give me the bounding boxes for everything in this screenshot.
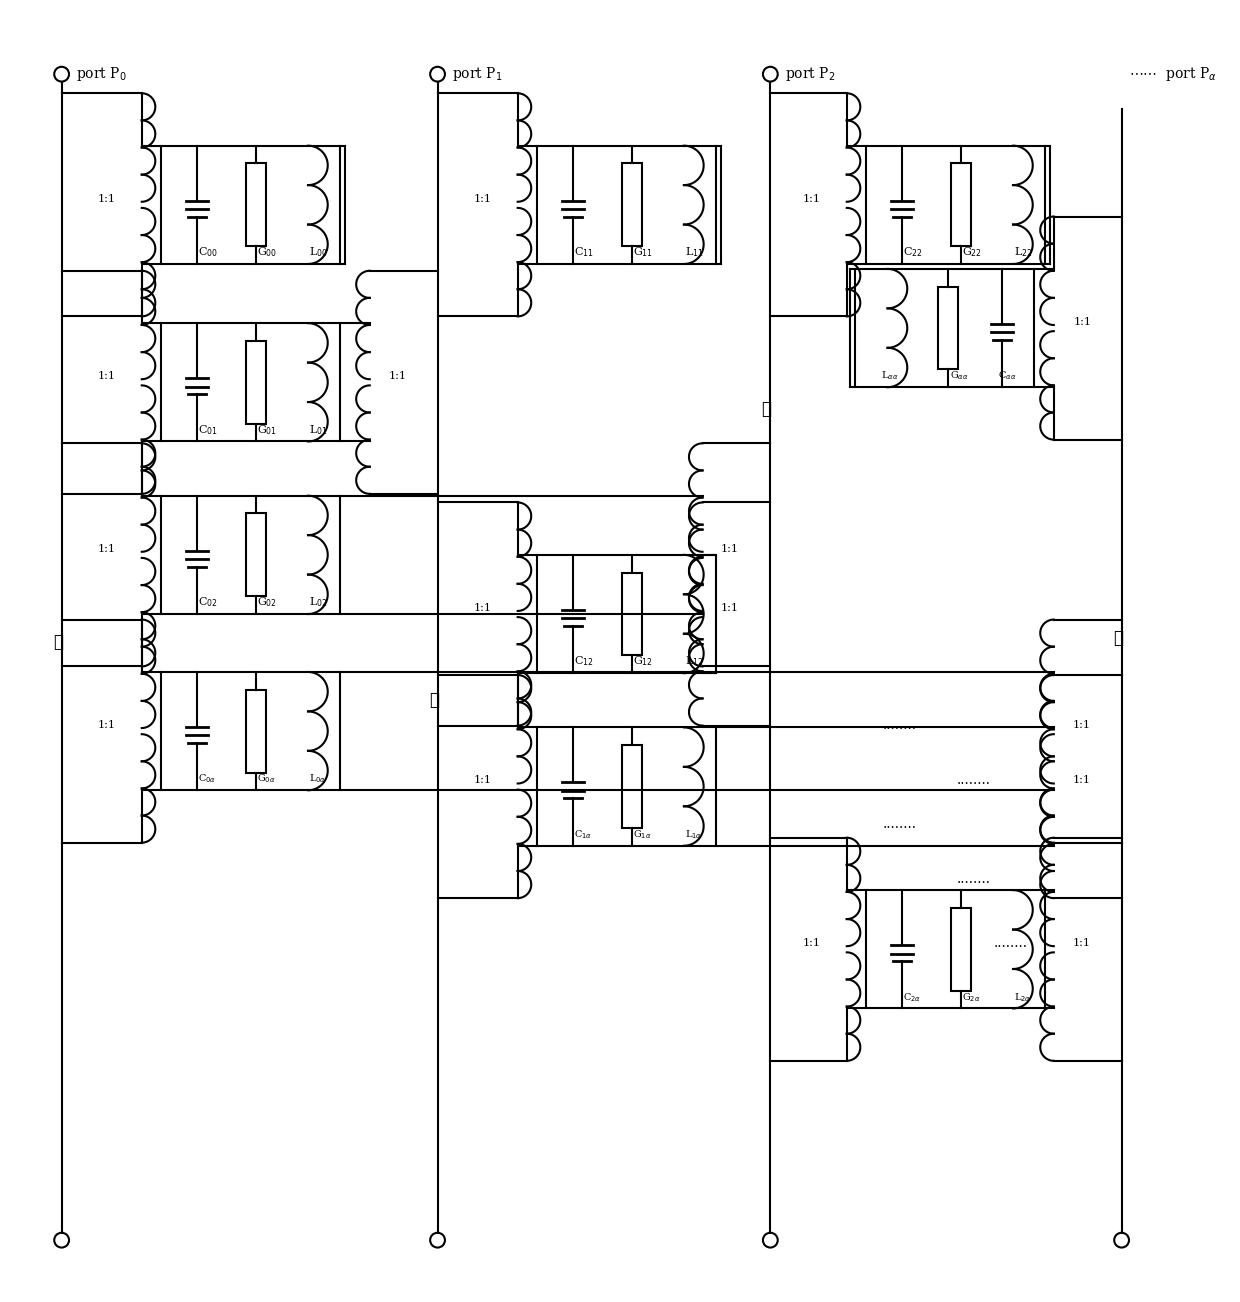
Bar [247,341,267,423]
Text: 1:1: 1:1 [1073,776,1090,785]
Bar [951,907,971,991]
Text: 1:1: 1:1 [98,544,115,553]
Text: L$_{0\alpha}$: L$_{0\alpha}$ [309,772,326,785]
Bar [161,496,340,615]
Text: 1:1: 1:1 [98,720,115,730]
Bar [537,146,715,264]
Text: G$_{12}$: G$_{12}$ [634,655,653,668]
Text: G$_{22}$: G$_{22}$ [962,245,982,259]
Text: C$_{00}$: C$_{00}$ [198,245,218,259]
Text: ........: ........ [883,816,916,831]
Text: 1:1: 1:1 [1073,939,1090,948]
Text: G$_{00}$: G$_{00}$ [258,245,278,259]
Bar [247,513,267,596]
Bar [247,690,267,772]
Text: $\cdots\cdots$  port P$_\alpha$: $\cdots\cdots$ port P$_\alpha$ [1128,65,1218,83]
Text: port P$_1$: port P$_1$ [453,65,503,83]
Text: 1:1: 1:1 [474,776,491,785]
Bar [867,146,1045,264]
Text: C$_{0\alpha}$: C$_{0\alpha}$ [198,772,217,785]
Text: 1:1: 1:1 [388,371,407,381]
Text: G$_{1\alpha}$: G$_{1\alpha}$ [634,828,652,841]
Text: C$_{1\alpha}$: C$_{1\alpha}$ [574,828,593,841]
Text: ⋮: ⋮ [53,634,63,651]
Bar [161,672,340,790]
Text: ........: ........ [883,717,916,732]
Text: 1:1: 1:1 [98,194,115,203]
Bar [622,164,642,246]
Text: port P$_0$: port P$_0$ [77,65,128,83]
Text: L$_{12}$: L$_{12}$ [686,655,704,668]
Bar [622,745,642,828]
Text: 1:1: 1:1 [474,194,491,203]
Text: 1:1: 1:1 [720,603,739,613]
Text: L$_{1\alpha}$: L$_{1\alpha}$ [686,828,702,841]
Text: 1:1: 1:1 [802,194,821,203]
Bar [951,164,971,246]
Bar [622,573,642,655]
Text: G$_{11}$: G$_{11}$ [634,245,653,259]
Text: C$_{\alpha\alpha}$: C$_{\alpha\alpha}$ [998,370,1017,383]
Bar [161,323,340,441]
Text: 1:1: 1:1 [98,371,115,381]
Text: C$_{01}$: C$_{01}$ [198,423,218,436]
Text: C$_{12}$: C$_{12}$ [574,655,594,668]
Text: ........: ........ [957,773,991,788]
Text: C$_{2\alpha}$: C$_{2\alpha}$ [904,991,921,1004]
Text: L$_{01}$: L$_{01}$ [309,423,327,436]
Text: L$_{00}$: L$_{00}$ [309,245,329,259]
Bar [537,555,715,673]
Text: G$_{\alpha\alpha}$: G$_{\alpha\alpha}$ [950,370,968,383]
Text: L$_{\alpha\alpha}$: L$_{\alpha\alpha}$ [882,370,899,383]
Text: G$_{02}$: G$_{02}$ [258,595,278,609]
Text: 1:1: 1:1 [802,939,821,948]
Text: L$_{2\alpha}$: L$_{2\alpha}$ [1014,991,1032,1004]
Text: ⋮: ⋮ [1114,630,1123,647]
Text: C$_{11}$: C$_{11}$ [574,245,594,259]
Text: L$_{02}$: L$_{02}$ [309,595,327,609]
Text: port P$_2$: port P$_2$ [785,65,836,83]
Text: L$_{22}$: L$_{22}$ [1014,245,1033,259]
Text: ........: ........ [993,936,1028,950]
Text: 1:1: 1:1 [474,603,491,613]
Text: L$_{11}$: L$_{11}$ [686,245,704,259]
Text: ⋮: ⋮ [429,691,439,708]
Bar [939,286,959,370]
Text: C$_{22}$: C$_{22}$ [904,245,923,259]
Text: G$_{0\alpha}$: G$_{0\alpha}$ [258,772,277,785]
Text: C$_{02}$: C$_{02}$ [198,595,218,609]
Text: G$_{2\alpha}$: G$_{2\alpha}$ [962,991,981,1004]
Text: ........: ........ [957,872,991,887]
Bar [161,146,340,264]
Text: ⋮: ⋮ [761,401,771,418]
Bar [867,891,1045,1009]
Text: 1:1: 1:1 [1073,720,1090,730]
Text: 1:1: 1:1 [1074,316,1091,327]
Bar [856,270,1034,387]
Text: G$_{01}$: G$_{01}$ [258,423,278,436]
Bar [537,728,715,846]
Bar [247,164,267,246]
Text: 1:1: 1:1 [720,544,739,553]
